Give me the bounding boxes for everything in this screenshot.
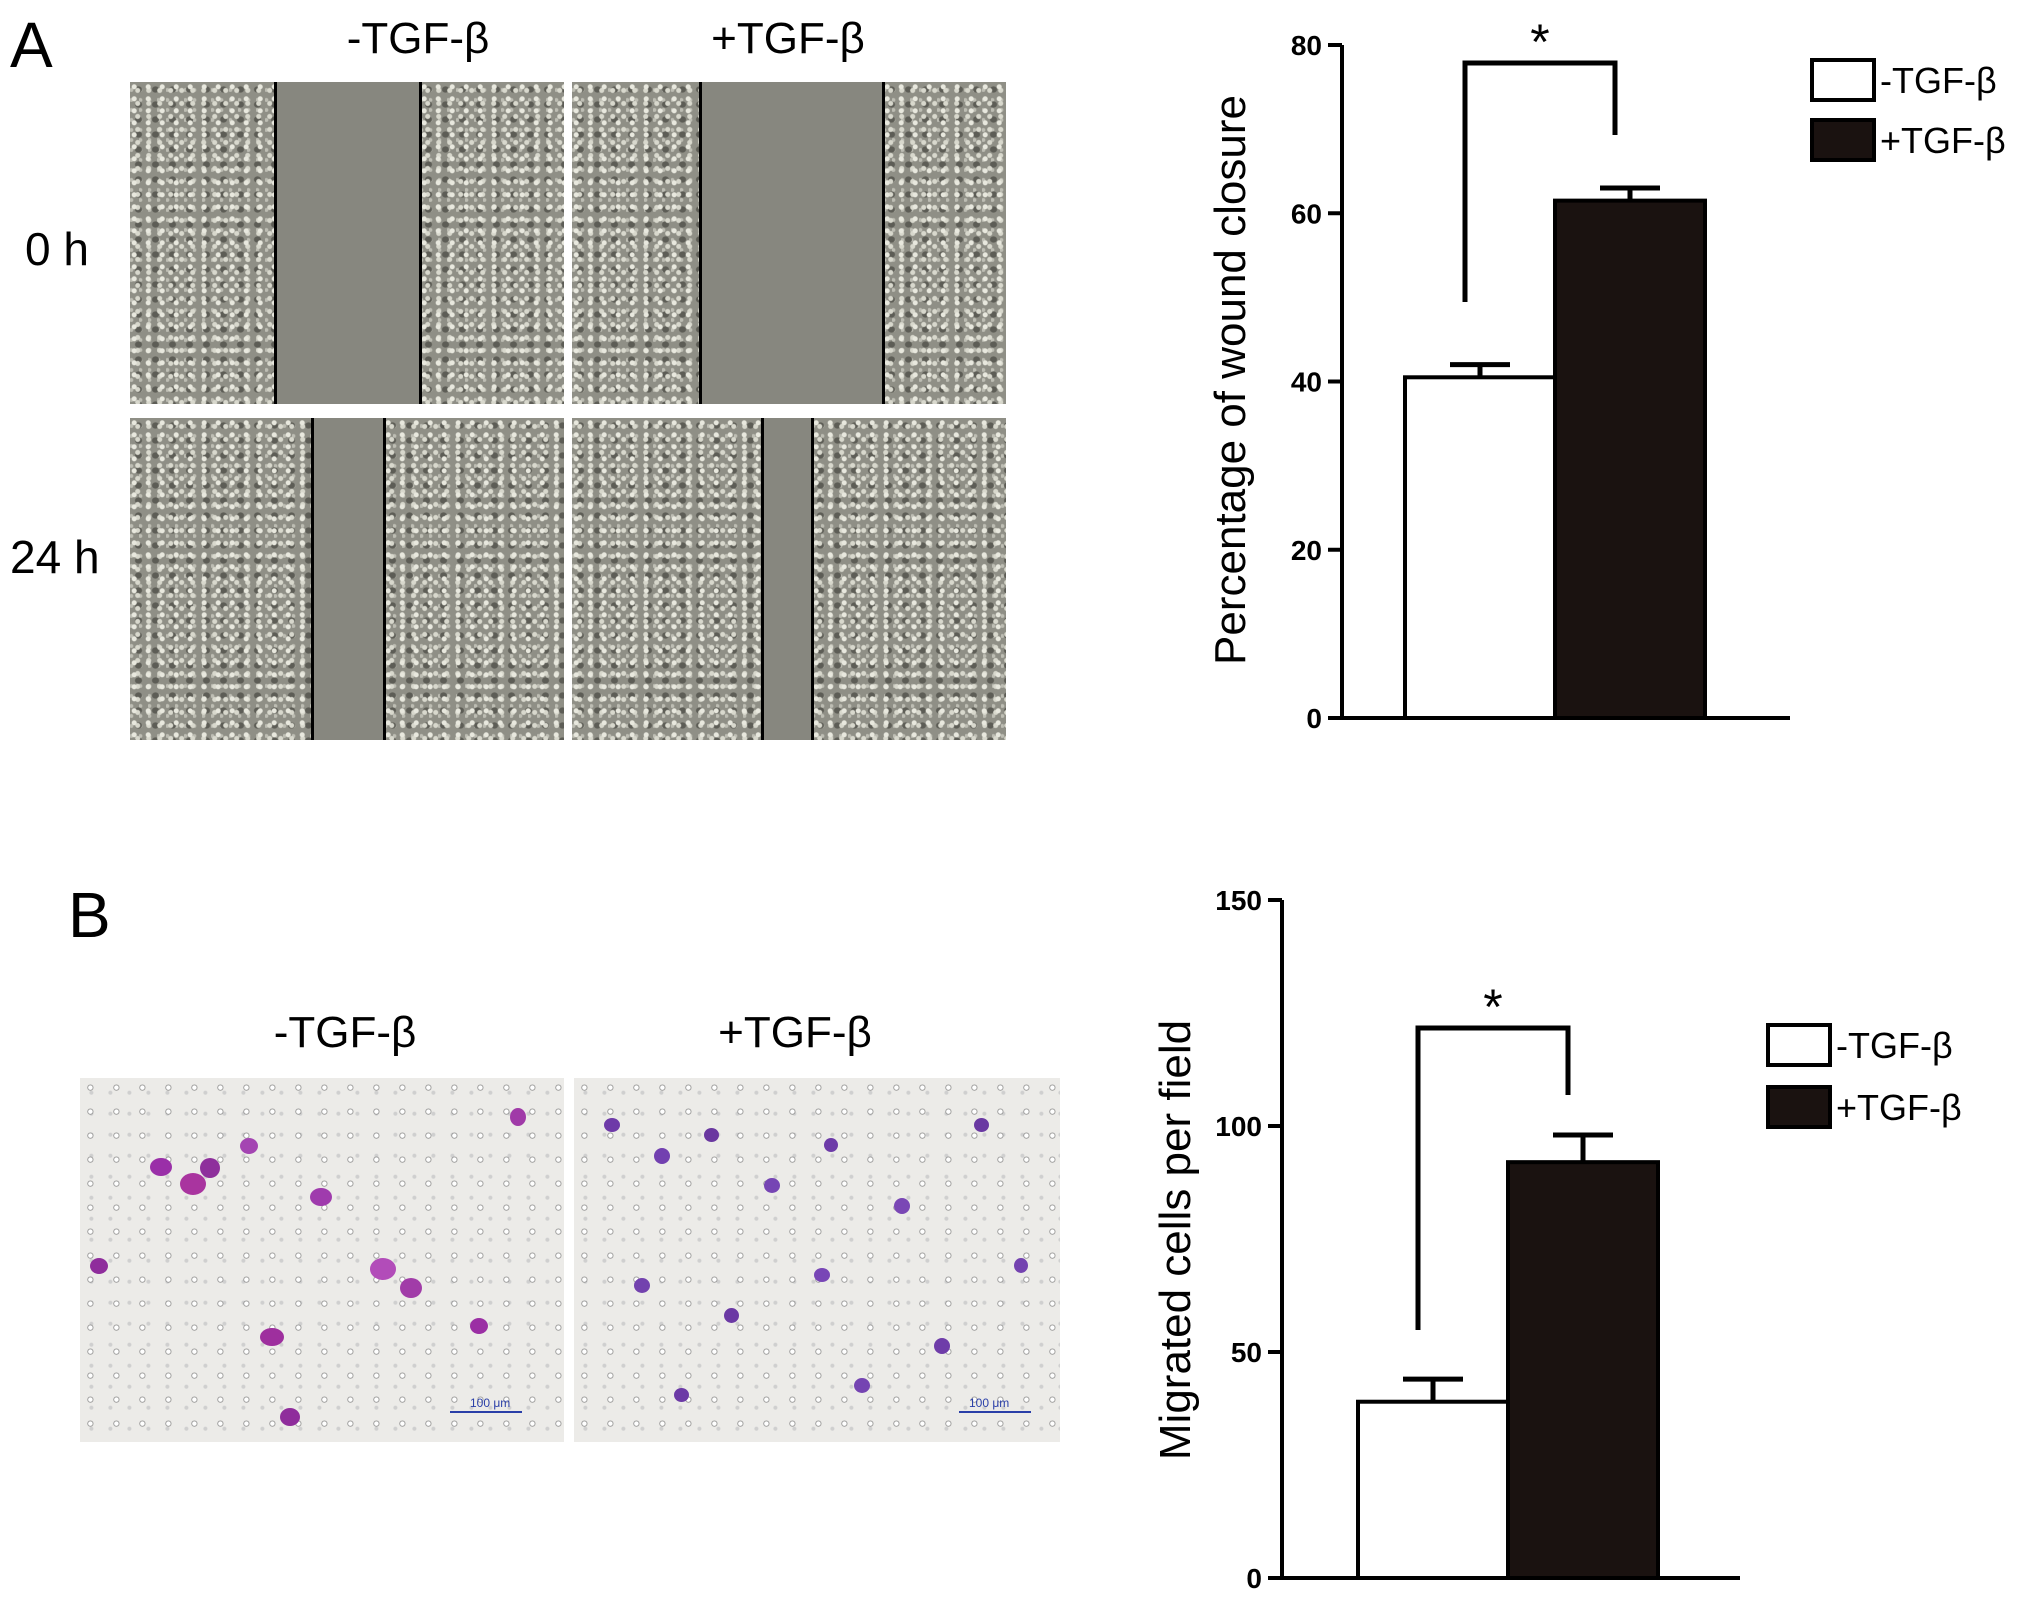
panel-a-column-label-minus: -TGF-β bbox=[346, 14, 490, 63]
panel-a-row-label-0h: 0 h bbox=[25, 223, 89, 275]
chart-a-tick-label-4: 80 bbox=[1291, 30, 1322, 61]
chart-b-bar-0 bbox=[1356, 1399, 1510, 1580]
chart-a-legend-swatch-1 bbox=[1810, 118, 1876, 162]
chart-a-legend-swatch-0 bbox=[1810, 58, 1876, 102]
wound-image-minus-24h bbox=[130, 418, 564, 740]
chart-a-significance-bracket bbox=[1462, 60, 1618, 302]
chart-a-significance-label: * bbox=[1530, 14, 1549, 70]
chart-a-tick-label-2: 40 bbox=[1291, 367, 1322, 398]
scale-label-minus: 100 μm bbox=[470, 1396, 511, 1410]
panel-a-letter: A bbox=[10, 9, 53, 81]
chart-b-bar-1 bbox=[1506, 1160, 1660, 1581]
chart-a-bar-0 bbox=[1403, 375, 1557, 720]
wound-image-plus-0h bbox=[572, 82, 1006, 404]
chart-b-legend-swatch-0 bbox=[1766, 1023, 1832, 1067]
wound-image-plus-24h bbox=[572, 418, 1006, 740]
chart-a-bar-1 bbox=[1553, 198, 1707, 721]
transwell-image-plus: 100 μm bbox=[574, 1078, 1060, 1442]
chart-a-tick-label-3: 60 bbox=[1291, 198, 1322, 229]
scale-label-plus: 100 μm bbox=[969, 1396, 1010, 1410]
chart-b-legend-label-1: +TGF-β bbox=[1836, 1087, 1962, 1128]
chart-b-legend-label-0: -TGF-β bbox=[1836, 1025, 1953, 1066]
panel-b-column-label-plus: +TGF-β bbox=[718, 1008, 872, 1057]
chart-a-tick-label-0: 0 bbox=[1306, 703, 1322, 734]
chart-a-y-label: Percentage of wound closure bbox=[1206, 95, 1255, 665]
chart-b-tick-label-3: 150 bbox=[1215, 885, 1262, 916]
panel-a-row-label-24h: 24 h bbox=[10, 531, 100, 583]
transwell-image-minus: 100 μm bbox=[80, 1078, 564, 1442]
panel-b-letter: B bbox=[68, 879, 111, 951]
chart-b-y-label: Migrated cells per field bbox=[1151, 1020, 1200, 1460]
chart-b-tick-label-0: 0 bbox=[1246, 1563, 1262, 1594]
chart-a-legend-label-1: +TGF-β bbox=[1880, 120, 2006, 161]
chart-a-tick-label-1: 20 bbox=[1291, 535, 1322, 566]
chart-b-tick-label-2: 100 bbox=[1215, 1111, 1262, 1142]
chart-b-significance-bracket bbox=[1415, 1025, 1571, 1330]
wound-image-minus-0h bbox=[130, 82, 564, 404]
panel-b-column-label-minus: -TGF-β bbox=[273, 1008, 417, 1057]
chart-b-legend-swatch-1 bbox=[1766, 1085, 1832, 1129]
chart-b-significance-label: * bbox=[1483, 979, 1502, 1035]
panel-a-column-label-plus: +TGF-β bbox=[711, 14, 865, 63]
chart-b-tick-label-1: 50 bbox=[1231, 1337, 1262, 1368]
chart-a-legend-label-0: -TGF-β bbox=[1880, 60, 1997, 101]
